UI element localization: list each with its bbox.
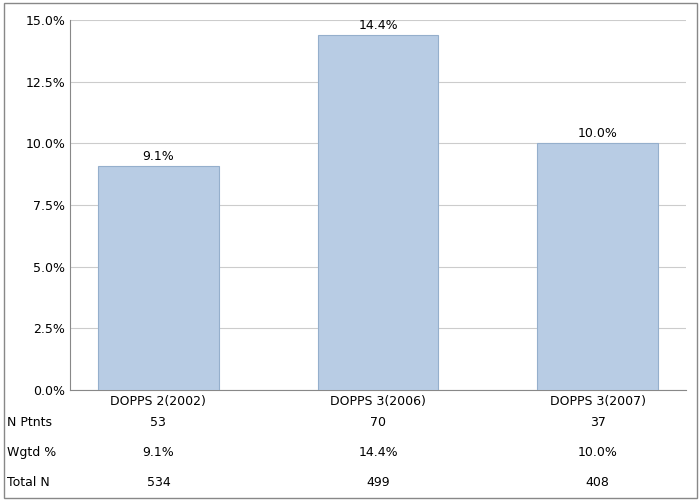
Text: 9.1%: 9.1% (143, 446, 174, 459)
Bar (537, 144, 658, 390)
Text: 9.1%: 9.1% (143, 150, 174, 162)
Text: N Ptnts: N Ptnts (7, 416, 52, 429)
Text: Wgtd %: Wgtd % (7, 446, 56, 459)
Text: 70: 70 (370, 416, 386, 429)
Text: 10.0%: 10.0% (578, 446, 617, 459)
Bar (98, 166, 219, 390)
Text: 499: 499 (366, 476, 390, 489)
Text: 53: 53 (150, 416, 167, 429)
Text: 10.0%: 10.0% (578, 128, 617, 140)
Bar (318, 35, 438, 390)
Text: 14.4%: 14.4% (358, 446, 398, 459)
Text: 534: 534 (146, 476, 170, 489)
Text: Total N: Total N (7, 476, 50, 489)
Text: 408: 408 (586, 476, 610, 489)
Text: 37: 37 (589, 416, 606, 429)
Text: 14.4%: 14.4% (358, 19, 398, 32)
